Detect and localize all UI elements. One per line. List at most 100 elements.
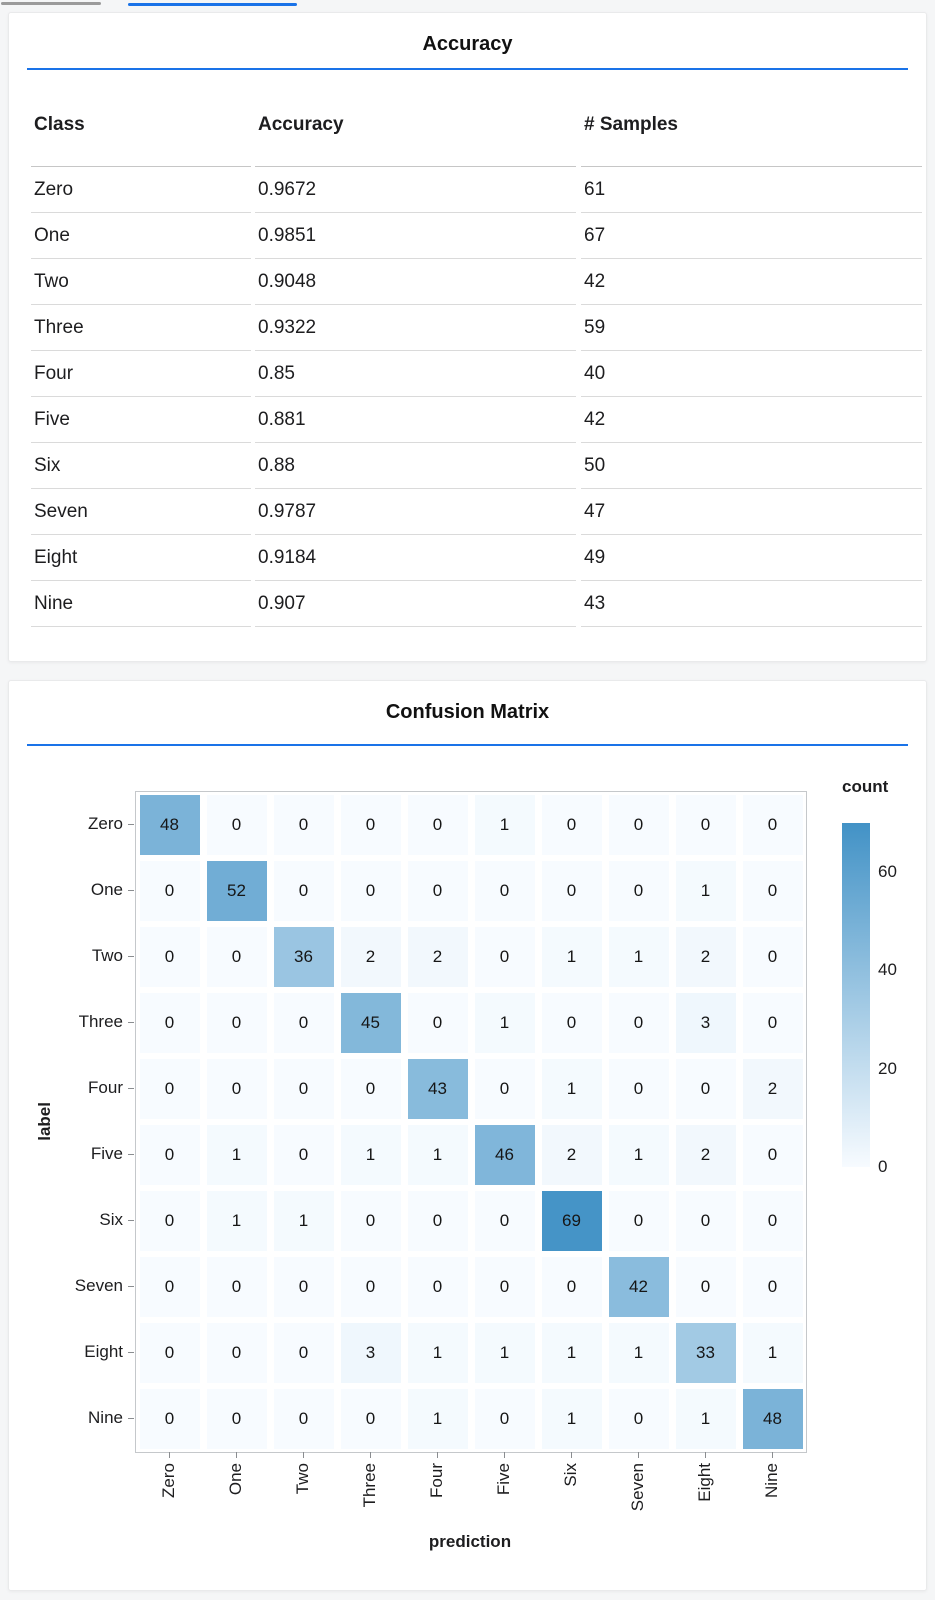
heatmap-cell-value: 0 [164,947,175,966]
heatmap-cell-square: 1 [407,1323,468,1383]
heatmap-cell-square: 0 [541,795,602,855]
accuracy-table-row: Zero 0.9672 61 [31,167,922,213]
heatmap-cell-square: 0 [206,1059,267,1119]
x-tick-mark [704,1452,706,1458]
heatmap-cell-square: 0 [139,927,200,987]
heatmap-cell-square: 3 [675,993,736,1053]
heatmap-cell-value: 1 [365,1145,376,1164]
heatmap-cell-value: 48 [763,1409,782,1428]
heatmap-cell: 0 [605,1056,672,1122]
x-tick-mark [369,1452,371,1458]
heatmap-cell: 0 [404,990,471,1056]
heatmap-cell-square: 42 [608,1257,669,1317]
heatmap-cell: 52 [203,858,270,924]
heatmap-cell-value: 0 [432,1211,443,1230]
x-tick-label: Seven [604,1463,671,1558]
accuracy-cell: Six [31,443,251,489]
heatmap-cell: 0 [270,1320,337,1386]
heatmap-cell: 2 [739,1056,806,1122]
heatmap-cell-square: 0 [273,1125,334,1185]
heatmap-cell-square: 0 [273,861,334,921]
heatmap-cell-square: 0 [273,1323,334,1383]
heatmap-cell-square: 0 [675,1059,736,1119]
heatmap-cell-value: 0 [566,1013,577,1032]
x-tick-label-text: Six [560,1463,580,1487]
x-tick-label: Five [470,1463,537,1558]
tab-indicator-active[interactable] [128,3,297,6]
x-tick-label: Zero [135,1463,202,1558]
heatmap-cell-value: 0 [231,1277,242,1296]
heatmap-cell-square: 0 [474,1191,535,1251]
heatmap-cell: 0 [672,1254,739,1320]
y-tick-label: Six [99,1210,123,1229]
heatmap-cell-square: 0 [139,993,200,1053]
heatmap-cell: 2 [672,924,739,990]
x-tick-label-text: Four [426,1463,446,1498]
x-tick-mark [168,1452,170,1458]
accuracy-cell: 0.9787 [255,489,576,535]
x-tick-label-text: Two [292,1463,312,1495]
heatmap-cell: 0 [270,1122,337,1188]
heatmap-cell: 2 [672,1122,739,1188]
confusion-panel-title: Confusion Matrix [385,701,550,723]
heatmap-cell: 0 [270,1254,337,1320]
heatmap-cell: 0 [270,792,337,858]
heatmap-cell-value: 0 [767,881,778,900]
accuracy-table-row: Nine 0.907 43 [31,581,922,627]
heatmap-cell: 1 [404,1122,471,1188]
heatmap-cell-square: 1 [206,1191,267,1251]
heatmap-cell-square: 1 [675,1389,736,1449]
heatmap-cell-value: 0 [700,815,711,834]
x-tick-label: Six [537,1463,604,1558]
heatmap-cell: 0 [605,1386,672,1452]
heatmap-cell: 0 [203,1056,270,1122]
heatmap-cell-square: 0 [139,1257,200,1317]
heatmap-cell-value: 1 [633,1343,644,1362]
x-tick-label-text: Five [493,1463,513,1496]
heatmap-cell: 0 [337,1188,404,1254]
heatmap-cell-square: 0 [608,795,669,855]
heatmap-cell: 0 [404,858,471,924]
heatmap-cell: 1 [672,1386,739,1452]
heatmap-cell-square: 0 [340,795,401,855]
heatmap-cell: 0 [203,1386,270,1452]
heatmap-cell-value: 0 [298,881,309,900]
heatmap-cell-square: 0 [608,1389,669,1449]
heatmap-cell-value: 0 [231,1343,242,1362]
heatmap-cell-square: 0 [139,1059,200,1119]
heatmap-cell-value: 0 [365,1277,376,1296]
heatmap-cell-square: 0 [340,1389,401,1449]
heatmap-cell-value: 1 [432,1409,443,1428]
x-tick-mark [302,1452,304,1458]
accuracy-cell: 0.907 [255,581,576,627]
heatmap-cell-value: 0 [566,881,577,900]
heatmap-cell-square: 0 [206,1257,267,1317]
heatmap-cell-square: 2 [675,927,736,987]
heatmap-cell: 46 [471,1122,538,1188]
tab-indicator-inactive[interactable] [1,2,101,5]
heatmap-cell-value: 1 [298,1211,309,1230]
accuracy-header-cell: # Samples [581,68,922,167]
heatmap-cell: 1 [672,858,739,924]
heatmap-cell-value: 1 [566,1343,577,1362]
heatmap-cell-square: 1 [407,1125,468,1185]
legend-title: count [842,777,889,796]
x-tick-label-text: Three [359,1463,379,1508]
heatmap-cell-value: 1 [566,947,577,966]
heatmap-cell: 1 [739,1320,806,1386]
accuracy-cell: 0.85 [255,351,576,397]
heatmap-cell: 0 [136,858,203,924]
heatmap-cell: 0 [739,924,806,990]
heatmap-cell: 0 [337,792,404,858]
heatmap-cell-square: 45 [340,993,401,1053]
heatmap-cell: 3 [672,990,739,1056]
heatmap-cell-value: 0 [164,1343,175,1362]
heatmap-cell-value: 1 [700,1409,711,1428]
x-tick-mark [771,1452,773,1458]
heatmap-cell: 0 [203,990,270,1056]
x-tick-label: Nine [738,1463,805,1558]
heatmap-cell-square: 0 [340,861,401,921]
heatmap-cell-value: 0 [566,1277,577,1296]
y-tick-mark [128,1418,134,1419]
x-tick-mark [503,1452,505,1458]
